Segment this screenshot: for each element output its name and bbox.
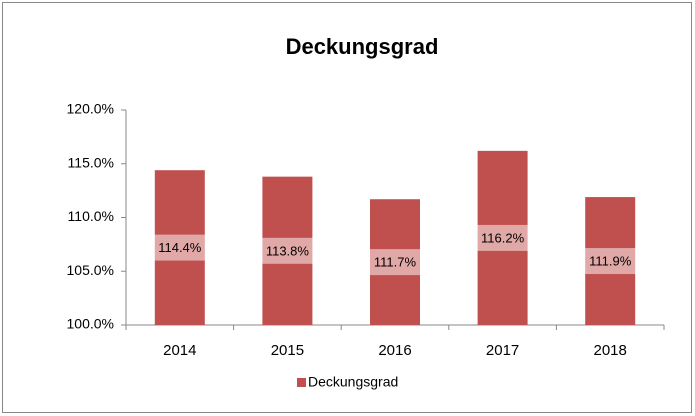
data-label-box [368,249,422,276]
legend-swatch [297,378,306,387]
y-tick-label: 120.0% [67,101,114,117]
data-label-box [583,248,638,275]
data-label: 113.8% [266,243,310,258]
x-tick-label: 2017 [486,342,519,359]
data-label-box [152,234,207,261]
legend-label: Deckungsgrad [308,374,398,390]
chart-title: Deckungsgrad [286,34,439,59]
y-tick-label: 115.0% [68,154,114,170]
data-label-box [260,237,315,264]
data-label: 114.4% [158,240,202,255]
x-tick-label: 2018 [594,342,627,359]
y-tick-label: 100.0% [67,316,114,332]
data-label: 111.7% [374,255,417,270]
y-tick-label: 105.0% [67,262,114,278]
x-tick-label: 2014 [163,342,196,359]
x-tick-label: 2016 [378,342,411,359]
data-label-box [475,224,530,251]
data-label: 111.9% [589,253,632,268]
x-tick-label: 2015 [271,342,304,359]
data-label: 116.2% [481,230,525,245]
y-tick-label: 110.0% [68,208,114,224]
